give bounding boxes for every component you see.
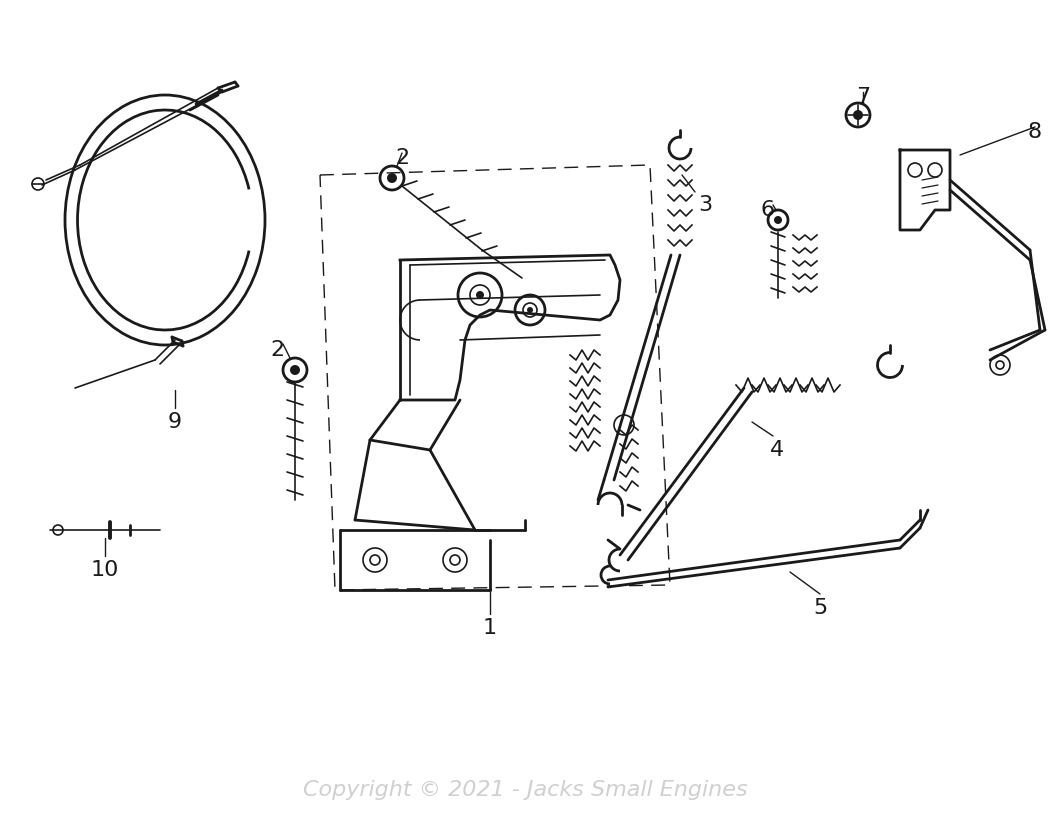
Text: 9: 9 xyxy=(168,412,182,432)
Circle shape xyxy=(476,291,484,299)
Text: Copyright © 2021 - Jacks Small Engines: Copyright © 2021 - Jacks Small Engines xyxy=(302,780,748,800)
Circle shape xyxy=(853,110,863,120)
Text: 1: 1 xyxy=(483,618,497,638)
Text: 5: 5 xyxy=(813,598,827,618)
Circle shape xyxy=(387,173,397,183)
Text: 7: 7 xyxy=(856,87,870,107)
Circle shape xyxy=(290,365,300,375)
Circle shape xyxy=(774,216,782,224)
Text: 8: 8 xyxy=(1028,122,1042,142)
Circle shape xyxy=(527,307,533,313)
Text: 3: 3 xyxy=(698,195,712,215)
Text: 2: 2 xyxy=(395,148,410,168)
Text: 10: 10 xyxy=(90,560,120,580)
Text: 4: 4 xyxy=(770,440,784,460)
Text: 2: 2 xyxy=(270,340,285,360)
Text: 6: 6 xyxy=(761,200,775,220)
